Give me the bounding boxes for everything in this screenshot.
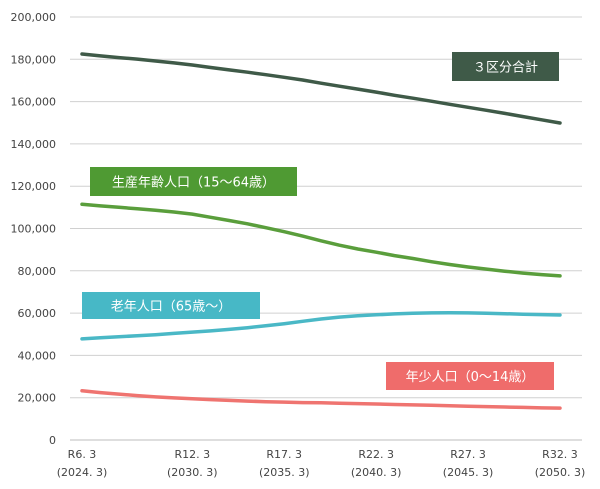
y-tick-label: 0 — [49, 434, 56, 447]
label-elderly: 老年人口（65歳～） — [82, 292, 260, 319]
series-label-text: 生産年齢人口（15～64歳） — [112, 175, 275, 191]
label-youth: 年少人口（0～14歳） — [386, 362, 554, 390]
x-tick-sublabel: (2045. 3) — [443, 466, 494, 479]
series-label-box — [386, 362, 554, 390]
y-tick-label: 100,000 — [11, 223, 57, 236]
x-tick-label: R17. 3 — [266, 448, 302, 461]
series-label-box — [452, 52, 559, 81]
series-label-text: 年少人口（0～14歳） — [406, 370, 535, 385]
series-label-text: 老年人口（65歳～） — [111, 300, 232, 315]
x-axis-ticks: R6. 3 (2024. 3) R12. 3 (2030. 3) R17. 3 (2035… — [57, 448, 586, 479]
x-tick-label: R6. 3 — [68, 448, 97, 461]
y-tick-label: 80,000 — [18, 265, 57, 278]
y-tick-label: 20,000 — [18, 392, 57, 405]
series-label-text: ３区分合計 — [473, 60, 538, 76]
x-tick-label: R27. 3 — [450, 448, 486, 461]
y-tick-label: 200,000 — [11, 11, 57, 24]
y-tick-label: 60,000 — [18, 307, 57, 320]
y-tick-label: 40,000 — [18, 349, 57, 362]
y-tick-label: 180,000 — [11, 53, 57, 66]
x-tick-label: R22. 3 — [358, 448, 394, 461]
y-tick-label: 120,000 — [11, 180, 57, 193]
x-tick-sublabel: (2024. 3) — [57, 466, 108, 479]
label-working-age: 生産年齢人口（15～64歳） — [90, 167, 297, 196]
series-label-box — [82, 292, 260, 319]
x-tick-sublabel: (2040. 3) — [351, 466, 402, 479]
total-line — [80, 52, 562, 125]
elderly-line — [80, 310, 562, 341]
y-tick-label: 140,000 — [11, 138, 57, 151]
series-lines — [80, 52, 562, 410]
label-total: ３区分合計 — [452, 52, 559, 81]
x-tick-sublabel: (2030. 3) — [167, 466, 218, 479]
x-tick-label: R32. 3 — [542, 448, 578, 461]
x-tick-label: R12. 3 — [174, 448, 210, 461]
y-axis-ticks: 0 20,000 40,000 60,000 80,000 100,000 120,000 1… — [11, 11, 57, 447]
y-tick-label: 160,000 — [11, 96, 57, 109]
x-tick-sublabel: (2035. 3) — [259, 466, 310, 479]
series-label-box — [90, 167, 297, 196]
youth-line — [80, 388, 562, 410]
x-tick-sublabel: (2050. 3) — [535, 466, 586, 479]
working-age-line — [80, 202, 562, 278]
